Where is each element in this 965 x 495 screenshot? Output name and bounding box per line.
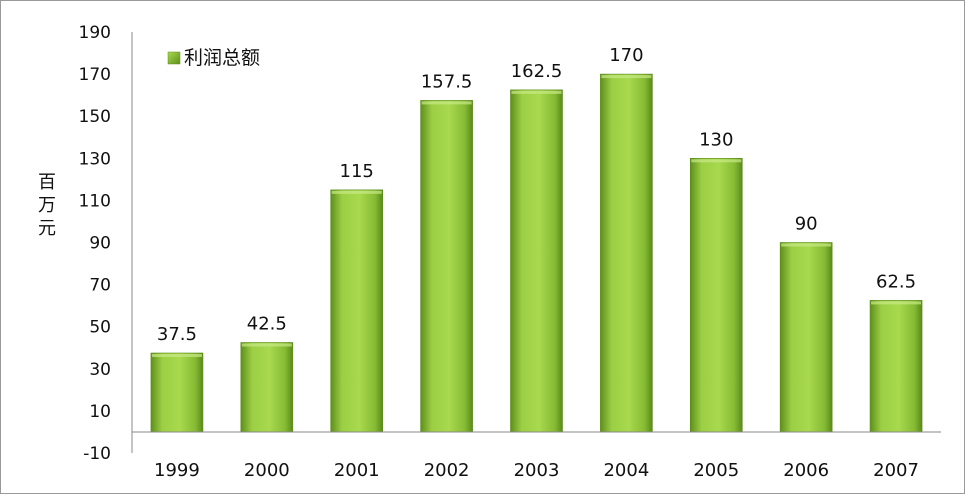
y-axis-label-char: 元 [38, 218, 56, 239]
y-axis-label-char: 百 [38, 172, 56, 193]
bar [330, 189, 384, 433]
data-label: 157.5 [421, 71, 473, 92]
data-label: 115 [340, 161, 374, 182]
bars [150, 73, 923, 433]
bar-highlight [241, 343, 292, 347]
y-tick-label: 130 [79, 149, 111, 169]
bar-highlight [781, 243, 832, 247]
y-tick-label: 150 [79, 107, 111, 127]
bar-highlight [151, 354, 202, 358]
bar-highlight [331, 190, 382, 194]
bar-highlight [691, 159, 742, 163]
y-tick-label: 90 [89, 234, 111, 254]
x-tick-label: 2004 [603, 460, 649, 481]
bar-highlight [511, 90, 562, 94]
x-tick-label: 2000 [244, 460, 290, 481]
y-axis-label-char: 万 [38, 195, 56, 216]
legend-label: 利润总额 [184, 47, 260, 69]
x-tick-label: 2003 [514, 460, 560, 481]
y-tick-label: -10 [83, 444, 111, 464]
data-labels: 37.5 42.5 115 157.5 162.5 170 130 90 62.5 [157, 45, 916, 345]
x-tick-label: 2007 [873, 460, 919, 481]
data-label: 37.5 [157, 324, 197, 345]
bar [420, 100, 473, 433]
bar-highlight [421, 101, 472, 105]
bar-highlight [871, 301, 922, 305]
bar [600, 73, 653, 433]
data-label: 130 [699, 129, 733, 150]
bar-highlight [601, 75, 652, 79]
x-axis-ticks: 1999 2000 2001 2002 2003 2004 2005 2006 2007 [154, 460, 919, 481]
y-tick-label: 190 [79, 23, 111, 43]
y-tick-label: 170 [79, 65, 111, 85]
bar [510, 89, 563, 433]
legend-swatch [167, 51, 181, 65]
y-tick-label: 110 [79, 191, 111, 211]
data-label: 170 [609, 45, 643, 66]
x-tick-label: 2001 [334, 460, 380, 481]
bar [150, 352, 204, 433]
x-tick-label: 2006 [783, 460, 829, 481]
y-axis-ticks: -10 10 30 50 70 90 110 130 150 170 190 [79, 23, 111, 464]
bar [240, 342, 294, 433]
legend: 利润总额 [167, 47, 260, 69]
y-tick-label: 70 [89, 276, 111, 296]
bar [869, 300, 923, 433]
data-label: 90 [795, 214, 818, 235]
x-tick-label: 2002 [424, 460, 470, 481]
data-label: 42.5 [247, 313, 287, 334]
y-axis-label: 百万元 [38, 172, 56, 239]
y-tick-label: 10 [89, 402, 111, 422]
data-label: 162.5 [511, 61, 563, 82]
y-tick-label: 50 [89, 318, 111, 338]
x-tick-label: 2005 [693, 460, 739, 481]
y-tick-label: 30 [89, 360, 111, 380]
data-label: 62.5 [876, 271, 916, 292]
x-tick-label: 1999 [154, 460, 200, 481]
bar [779, 242, 833, 433]
bar [689, 158, 743, 433]
